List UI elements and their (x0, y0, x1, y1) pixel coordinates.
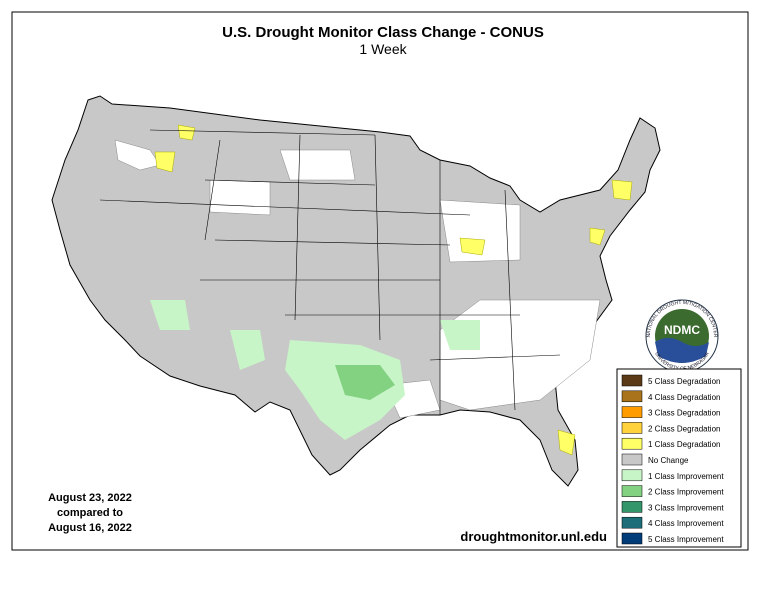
subtitle: 1 Week (359, 41, 407, 57)
source-url: droughtmonitor.unl.edu (460, 529, 607, 544)
legend-label: 4 Class Improvement (648, 519, 724, 528)
legend-swatch (621, 390, 643, 403)
legend-label: 3 Class Degradation (648, 409, 720, 418)
legend-swatch (621, 422, 643, 434)
legend-swatch (621, 485, 643, 497)
legend-swatch (621, 453, 643, 466)
title: U.S. Drought Monitor Class Change - CONU… (222, 24, 544, 41)
legend-label: 3 Class Improvement (648, 503, 724, 512)
legend-label: 5 Class Degradation (648, 377, 720, 386)
legend-swatch (621, 406, 643, 418)
legend-swatch (621, 532, 643, 545)
legend-label: 1 Class Degradation (648, 440, 720, 449)
ndmc-logo: NDMC NATIONAL DROUGHT MITIGATION CENTER … (645, 299, 719, 373)
date-previous: August 16, 2022 (48, 522, 132, 534)
us-map (51, 95, 661, 487)
logo-text: NDMC (664, 323, 700, 337)
legend-label: 2 Class Degradation (648, 424, 720, 433)
legend-label: 2 Class Improvement (648, 488, 724, 497)
legend-swatch (621, 469, 643, 482)
legend-label: No Change (648, 456, 689, 465)
legend-label: 4 Class Degradation (648, 393, 720, 402)
legend-swatch (621, 437, 643, 450)
legend-swatch (621, 374, 643, 387)
legend-swatch (621, 501, 643, 513)
date-current: August 23, 2022 (48, 492, 132, 504)
legend-swatch (621, 516, 643, 529)
legend: 5 Class Degradation 4 Class Degradation 3 … (616, 368, 742, 548)
legend-label: 5 Class Improvement (648, 535, 724, 544)
date-compared: compared to (57, 507, 123, 519)
legend-label: 1 Class Improvement (648, 472, 724, 481)
